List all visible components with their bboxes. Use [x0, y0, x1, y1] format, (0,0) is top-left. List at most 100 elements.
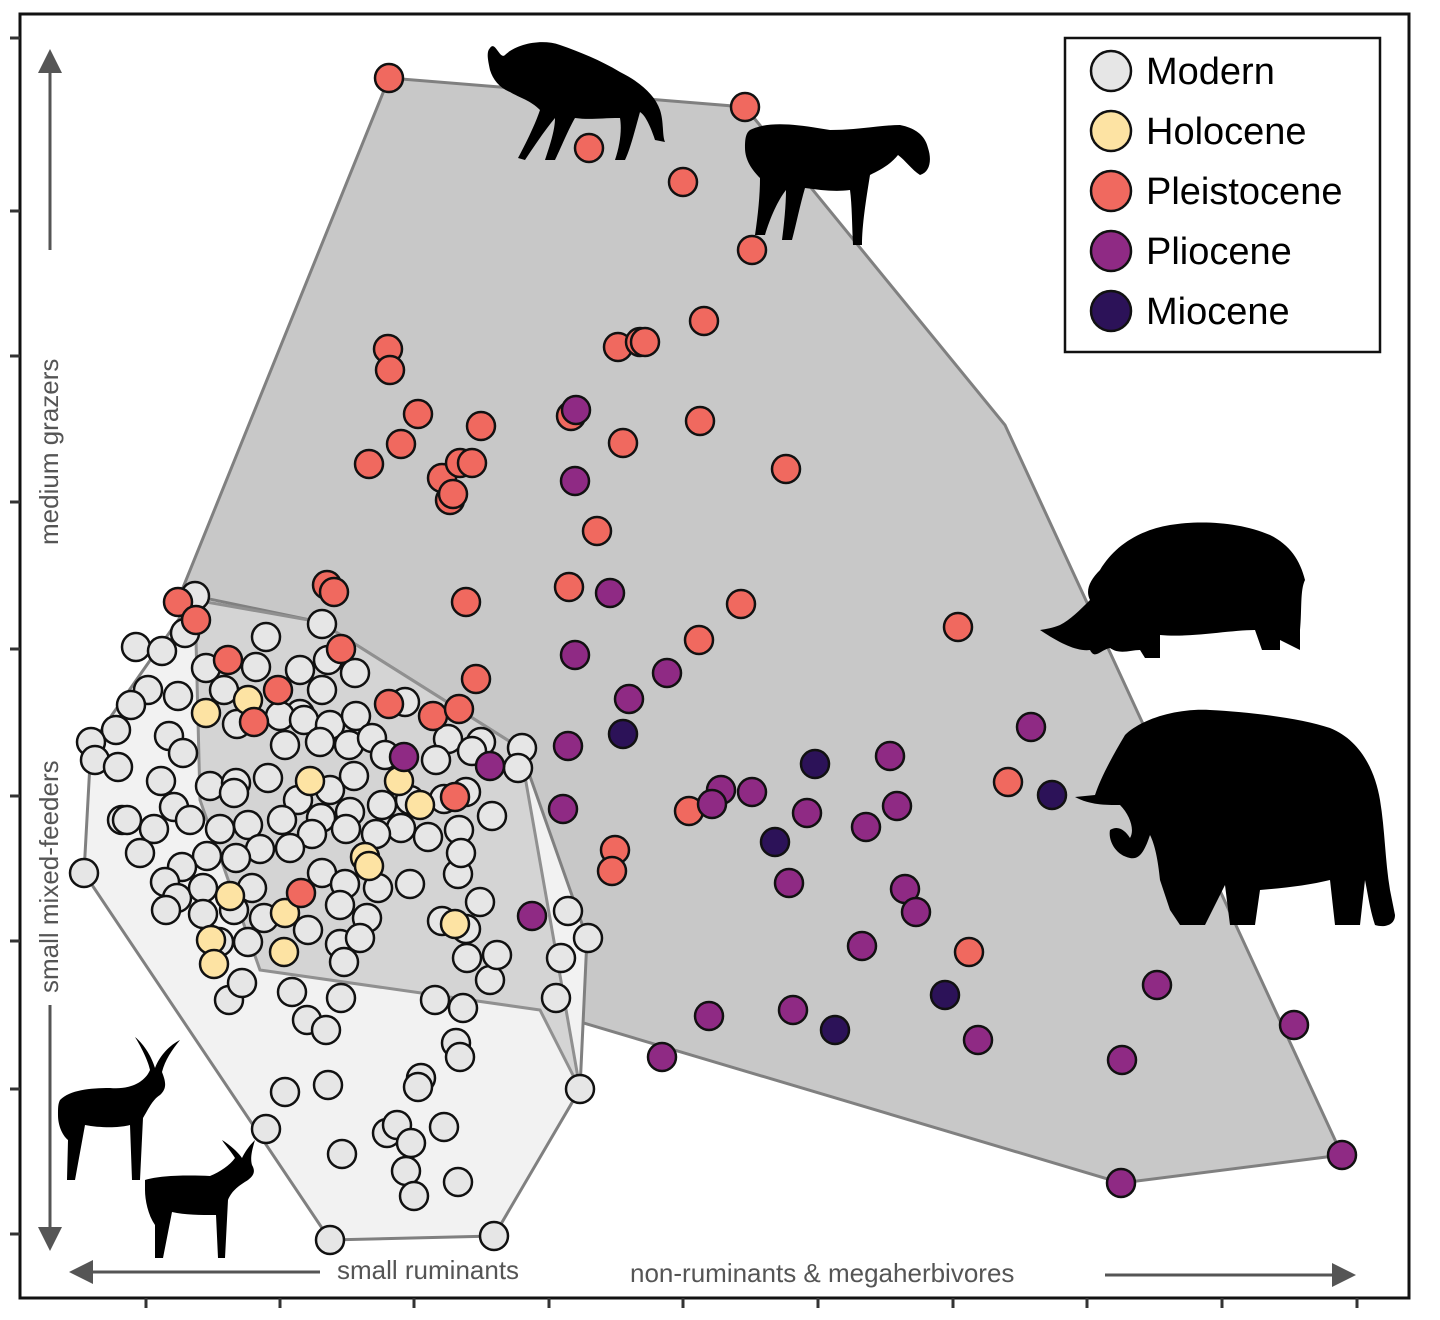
- data-point-pleistocene: [439, 781, 471, 813]
- data-point-modern: [191, 840, 223, 872]
- data-point-modern: [218, 777, 250, 809]
- data-point-modern: [419, 984, 451, 1016]
- data-point-modern: [340, 700, 372, 732]
- data-point-modern: [545, 942, 577, 974]
- data-point-modern: [464, 886, 496, 918]
- data-point-modern: [502, 752, 534, 784]
- data-point-pliocene: [900, 896, 932, 928]
- data-point-pleistocene: [770, 453, 802, 485]
- data-point-pliocene: [613, 683, 645, 715]
- data-point-modern: [412, 821, 444, 853]
- data-point-pliocene: [646, 1041, 678, 1073]
- legend: Modern Holocene Pleistocene Pliocene Miocene: [1063, 36, 1382, 354]
- data-point-modern: [481, 939, 513, 971]
- data-point-pleistocene: [684, 405, 716, 437]
- data-point-holocene: [353, 850, 385, 882]
- data-point-pliocene: [696, 788, 728, 820]
- data-point-pleistocene: [573, 132, 605, 164]
- data-point-pliocene: [651, 657, 683, 689]
- data-point-modern: [124, 837, 156, 869]
- legend-label-pleistocene: Pleistocene: [1146, 171, 1342, 213]
- data-point-pleistocene: [373, 688, 405, 720]
- data-point-modern: [390, 1155, 422, 1187]
- data-point-modern: [540, 982, 572, 1014]
- data-point-pliocene: [552, 730, 584, 762]
- data-point-miocene: [929, 979, 961, 1011]
- data-points: [68, 62, 1358, 1256]
- data-point-modern: [266, 804, 298, 836]
- legend-label-miocene: Miocene: [1146, 291, 1290, 333]
- data-point-pliocene: [846, 930, 878, 962]
- data-point-modern: [338, 760, 370, 792]
- data-point-pleistocene: [688, 305, 720, 337]
- data-point-pleistocene: [953, 936, 985, 968]
- data-point-pliocene: [594, 577, 626, 609]
- data-point-pleistocene: [607, 427, 639, 459]
- data-point-pliocene: [736, 776, 768, 808]
- x-label-left: small ruminants: [337, 1255, 519, 1285]
- data-point-miocene: [799, 748, 831, 780]
- data-point-modern: [167, 737, 199, 769]
- data-point-pleistocene: [285, 877, 317, 909]
- data-point-holocene: [268, 936, 300, 968]
- zebra-icon: [745, 124, 930, 245]
- data-point-modern: [276, 976, 308, 1008]
- data-point-holocene: [198, 948, 230, 980]
- data-point-pleistocene: [629, 326, 661, 358]
- data-point-pleistocene: [465, 410, 497, 442]
- legend-marker-holocene: [1089, 109, 1133, 153]
- data-point-pleistocene: [942, 611, 974, 643]
- data-point-pliocene: [388, 741, 420, 773]
- data-point-modern: [398, 1180, 430, 1212]
- y-label-top: medium grazers: [34, 359, 64, 545]
- rhinoceros-icon: [1040, 522, 1305, 658]
- data-point-pliocene: [1106, 1044, 1138, 1076]
- data-point-modern: [204, 813, 236, 845]
- data-point-modern: [478, 1220, 510, 1252]
- legend-marker-miocene: [1089, 289, 1133, 333]
- data-point-modern: [325, 982, 357, 1014]
- data-point-pliocene: [1278, 1009, 1310, 1041]
- data-point-miocene: [1036, 779, 1068, 811]
- data-point-modern: [102, 751, 134, 783]
- data-point-pliocene: [874, 740, 906, 772]
- data-point-modern: [187, 898, 219, 930]
- data-point-modern: [220, 842, 252, 874]
- data-point-modern: [339, 657, 371, 689]
- data-point-modern: [474, 964, 506, 996]
- legend-marker-pliocene: [1089, 229, 1133, 273]
- data-point-pliocene: [559, 639, 591, 671]
- data-point-modern: [226, 967, 258, 999]
- data-point-modern: [292, 914, 324, 946]
- data-point-holocene: [294, 765, 326, 797]
- data-point-pliocene: [1141, 969, 1173, 1001]
- data-point-pliocene: [777, 994, 809, 1026]
- data-point-modern: [115, 689, 147, 721]
- data-point-miocene: [759, 826, 791, 858]
- data-point-pliocene: [559, 465, 591, 497]
- data-point-modern: [145, 765, 177, 797]
- data-point-modern: [344, 922, 376, 954]
- data-point-modern: [442, 1166, 474, 1198]
- data-point-modern: [402, 1071, 434, 1103]
- data-point-pliocene: [1105, 1167, 1137, 1199]
- data-point-pleistocene: [238, 706, 270, 738]
- data-point-pleistocene: [162, 586, 194, 618]
- data-point-modern: [420, 744, 452, 776]
- wildebeest-icon: [487, 42, 665, 160]
- data-point-modern: [451, 942, 483, 974]
- data-point-pleistocene: [373, 62, 405, 94]
- data-point-modern: [326, 1138, 358, 1170]
- data-point-modern: [447, 992, 479, 1024]
- data-point-holocene: [190, 697, 222, 729]
- legend-label-pliocene: Pliocene: [1146, 231, 1292, 273]
- data-point-pliocene: [474, 750, 506, 782]
- data-point-modern: [250, 1113, 282, 1145]
- data-point-modern: [252, 762, 284, 794]
- data-point-pleistocene: [212, 644, 244, 676]
- data-point-modern: [552, 895, 584, 927]
- data-point-modern: [269, 729, 301, 761]
- data-point-modern: [174, 804, 206, 836]
- data-point-pliocene: [560, 394, 592, 426]
